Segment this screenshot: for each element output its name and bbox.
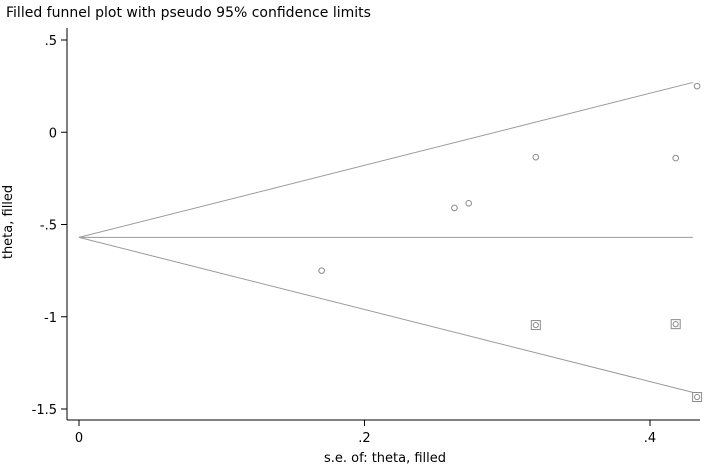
filled-study-point [530,320,541,331]
observed-study-point [451,204,458,212]
observed-study-point [672,154,679,162]
observed-study-point [532,153,540,161]
upper-confidence-limit-line [78,81,693,238]
x-tick-label: 0 [75,431,83,446]
observed-study-point [318,267,325,274]
y-tick-label: -.5 [40,219,57,234]
x-axis-title: s.e. of: theta, filled [324,451,446,465]
lower-confidence-limit-line [78,236,693,393]
filled-study-point [670,319,681,330]
y-tick-label: -1 [44,311,57,326]
axes: .5 0 -.5 -1 -1.5 0 .2 .4 [32,28,700,446]
filled-point-circle [672,321,679,328]
data-points [318,82,703,403]
filled-point-circle [532,321,539,329]
observed-study-point [465,199,473,207]
x-tick-label: .4 [644,431,656,446]
y-tick-label: -1.5 [32,403,57,418]
filled-point-square [530,320,541,331]
filled-point-square [692,392,703,403]
y-tick-label: .5 [45,34,57,49]
filled-point-circle [694,393,701,401]
filled-study-point [692,392,703,403]
y-tick-label: 0 [49,126,57,141]
filled-point-square [670,319,681,330]
x-tick-label: .2 [358,431,370,446]
observed-study-point [693,82,701,90]
funnel-lines [78,81,693,393]
y-axis-title: theta, filled [1,185,16,259]
chart-title: Filled funnel plot with pseudo 95% confi… [6,5,371,21]
